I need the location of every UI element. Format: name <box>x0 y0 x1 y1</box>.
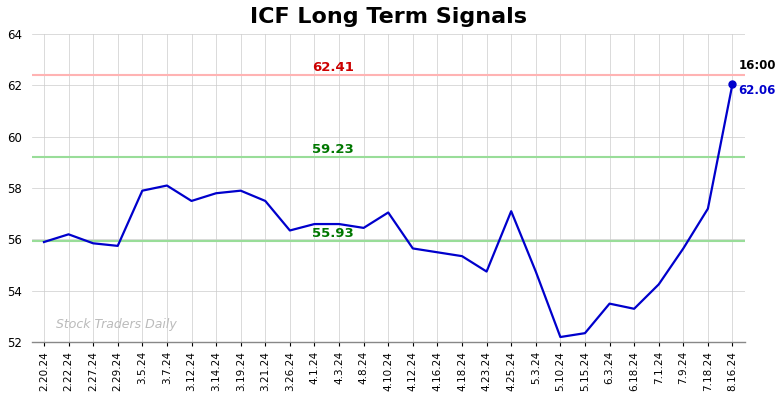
Text: 55.93: 55.93 <box>312 227 354 240</box>
Text: Stock Traders Daily: Stock Traders Daily <box>56 318 177 331</box>
Title: ICF Long Term Signals: ICF Long Term Signals <box>250 7 527 27</box>
Text: 62.06: 62.06 <box>739 84 776 97</box>
Text: 59.23: 59.23 <box>312 142 354 156</box>
Text: 62.41: 62.41 <box>312 61 354 74</box>
Text: 16:00: 16:00 <box>739 59 776 72</box>
